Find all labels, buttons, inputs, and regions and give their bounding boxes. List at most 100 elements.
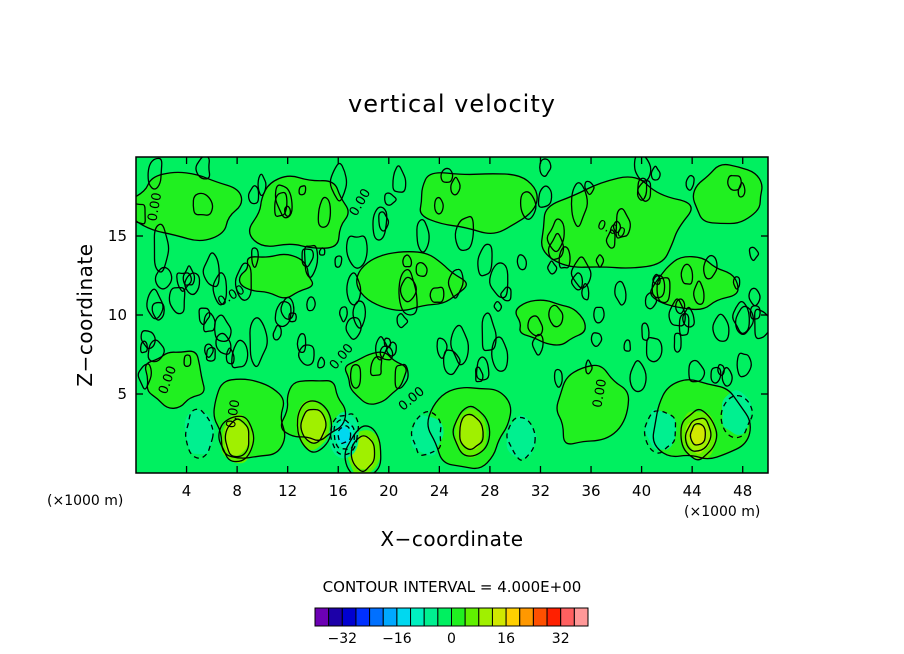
colorbar-swatch (369, 607, 384, 627)
contour-line-zero (541, 176, 692, 269)
x-tick-label: 44 (683, 482, 702, 500)
contour-line-small (693, 280, 705, 305)
contour-line-small (349, 364, 362, 389)
contour-line-small (306, 296, 316, 312)
updraft-core (459, 415, 483, 450)
contour-line-small (296, 333, 307, 354)
x-tick-label: 48 (733, 482, 752, 500)
contour-line-small (399, 276, 417, 303)
contour-band-positive (693, 164, 762, 224)
contour-line-small (558, 246, 571, 269)
contour-line-small (301, 248, 314, 268)
contour-line-small (202, 252, 220, 288)
contour-line-small (147, 339, 165, 363)
contour-line-small (493, 300, 503, 312)
contour-line-positive (459, 413, 484, 451)
contour-line-small (570, 256, 592, 289)
contour-line-small (685, 174, 695, 191)
contour-line-small (147, 157, 163, 190)
contour-line-zero (213, 378, 286, 459)
contour-line-small (641, 322, 650, 341)
contour-line-small (673, 332, 682, 353)
contour-line-small (491, 336, 509, 372)
x-tick-label: 20 (379, 482, 398, 500)
contour-line-positive (218, 415, 255, 463)
contour-line-small (184, 272, 201, 296)
contour-line-positive (452, 405, 491, 457)
contour-line-small (153, 223, 170, 273)
contour-line-small (151, 301, 165, 321)
contour-line-small (317, 356, 326, 369)
contour-line-small (748, 246, 760, 262)
x-axis-label: X−coordinate (380, 527, 523, 551)
colorbar-tick-label: −32 (328, 631, 358, 647)
contour-line-small (652, 273, 661, 286)
contour-line-small (183, 354, 192, 367)
contour-line-small (192, 192, 214, 216)
contour-line-small (334, 255, 343, 268)
colorbar-swatch (560, 607, 575, 627)
contour-line-small (595, 254, 605, 268)
x-tick-label: 28 (480, 482, 499, 500)
contour-line-small (450, 324, 470, 366)
contour-line-zero (144, 350, 205, 409)
contour-line-small (614, 280, 627, 306)
contour-line-small (140, 340, 148, 354)
contour-line-small (394, 363, 409, 390)
contour-line-small (274, 191, 288, 218)
x-tick-label: 16 (329, 482, 348, 500)
contour-line-small (475, 366, 484, 383)
y-axis-ticks: 5 10 15 (108, 227, 768, 403)
contour-line-small (396, 313, 409, 329)
y-tick-label: 5 (117, 385, 127, 403)
colorbar-swatch (478, 607, 493, 627)
colorbar-swatch (491, 607, 507, 627)
contour-line-zero (650, 256, 739, 311)
contour-line-small (298, 344, 315, 366)
colorbar-swatch (382, 607, 398, 627)
contour-line-small (450, 176, 461, 196)
colorbar-tick-label: 16 (497, 631, 515, 647)
contour-line-small (154, 266, 173, 290)
x-tick-label: 8 (232, 482, 242, 500)
contour-line-negative (720, 394, 754, 439)
contour-line-small (546, 218, 565, 253)
contour-line-small (345, 316, 362, 340)
updraft-core (690, 425, 707, 446)
contour-line-small (195, 157, 211, 180)
contour-line-small (590, 332, 603, 347)
contour-line-small (416, 219, 430, 253)
contour-line-small (475, 356, 490, 381)
contour-line-small (447, 268, 464, 299)
colorbar-swatch (505, 607, 521, 627)
contour-line-small (489, 262, 509, 299)
colorbar-swatch (328, 607, 343, 627)
contour-line-small (231, 339, 249, 369)
contour-line-small (392, 165, 407, 193)
x-tick-label: 36 (581, 482, 600, 500)
contour-line-small (605, 229, 616, 249)
contour-line-small (570, 182, 588, 228)
contour-line-small (284, 205, 292, 217)
y-axis-label: Z−coordinate (73, 243, 97, 386)
contour-line-small (688, 359, 706, 383)
contour-line-small (298, 185, 307, 196)
x-axis-ticks: 4 8 12 16 20 24 28 32 36 40 44 48 (182, 157, 752, 500)
updraft-core (224, 420, 250, 456)
contour-line-small (656, 277, 671, 304)
contour-line-small (637, 180, 652, 202)
contour-line-positive (296, 400, 333, 453)
colorbar-swatch (355, 607, 371, 627)
x-axis-unit-right: (×1000 m) (684, 504, 760, 520)
contour-line-small (379, 345, 394, 361)
contour-line-small (645, 337, 663, 363)
contour-line-zero (344, 351, 407, 405)
contour-line-zero (136, 171, 243, 242)
contour-line-zero (652, 379, 751, 460)
contour-line-small (288, 312, 297, 323)
contour-line-small (168, 286, 186, 315)
downdraft-core (184, 409, 215, 455)
x-tick-label: 40 (632, 482, 651, 500)
contour-line-small (375, 336, 388, 361)
